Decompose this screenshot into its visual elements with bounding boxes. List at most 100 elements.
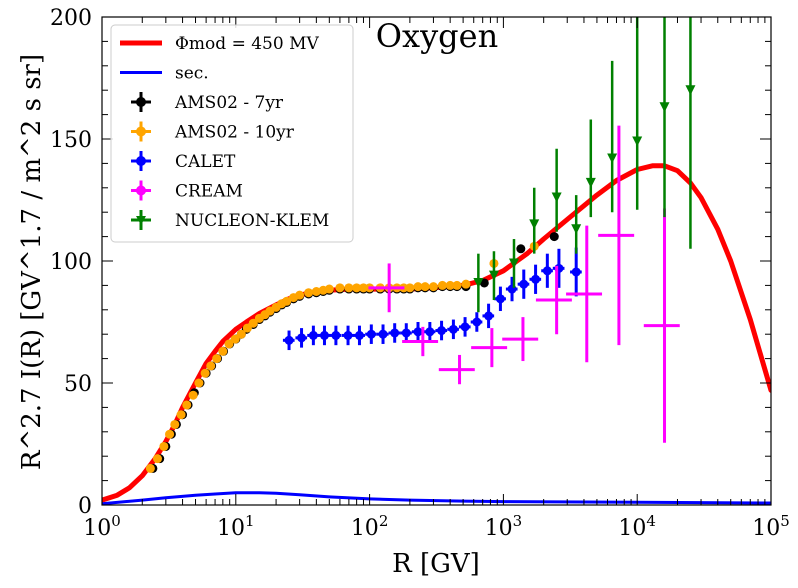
data-point-calet bbox=[376, 324, 389, 344]
data-point-cream bbox=[368, 263, 405, 313]
tick-labels: 100 101 102 103 104 105 0 50 100 150 200 bbox=[50, 6, 790, 541]
marker bbox=[176, 410, 186, 420]
data-point-calet bbox=[482, 303, 495, 329]
marker bbox=[324, 284, 334, 294]
marker bbox=[460, 322, 470, 332]
marker bbox=[297, 333, 307, 343]
data-point-cream bbox=[402, 326, 439, 357]
data-point-calet bbox=[458, 317, 471, 337]
marker bbox=[165, 429, 175, 439]
marker bbox=[366, 329, 376, 339]
marker bbox=[352, 283, 362, 293]
data-point-calet bbox=[400, 323, 412, 343]
y-tick-label: 50 bbox=[64, 372, 92, 397]
marker bbox=[354, 330, 364, 340]
marker bbox=[236, 329, 246, 339]
marker bbox=[218, 346, 228, 356]
marker bbox=[461, 279, 471, 289]
data-point-ams02-10yr bbox=[159, 441, 169, 451]
data-point-nucleon-klem bbox=[529, 187, 540, 254]
marker bbox=[616, 233, 621, 238]
y-tick-label: 100 bbox=[50, 250, 92, 275]
data-point-ams02-10yr bbox=[437, 280, 447, 290]
marker bbox=[542, 266, 552, 276]
marker bbox=[519, 279, 529, 289]
data-point-ams02-10yr bbox=[324, 284, 334, 294]
data-point-ams02-10yr bbox=[206, 361, 216, 371]
legend-item: CREAM bbox=[131, 180, 243, 202]
marker-triangle bbox=[685, 85, 696, 96]
data-point-ams02-10yr bbox=[282, 296, 292, 306]
data-point-ams02-10yr bbox=[413, 282, 423, 292]
data-point-nucleon-klem bbox=[585, 119, 596, 218]
marker bbox=[282, 296, 292, 306]
marker bbox=[390, 328, 400, 338]
legend-item: AMS02 - 7yr bbox=[131, 92, 284, 113]
marker bbox=[182, 400, 192, 410]
data-point-ams02-10yr bbox=[176, 410, 186, 420]
marker bbox=[437, 326, 447, 336]
data-point-ams02-10yr bbox=[165, 429, 175, 439]
marker-triangle bbox=[488, 270, 499, 281]
marker bbox=[319, 330, 329, 340]
marker bbox=[335, 283, 345, 293]
marker bbox=[224, 339, 234, 349]
data-point-ams02-10yr bbox=[420, 282, 430, 292]
x-tick-label: 105 bbox=[752, 512, 790, 541]
data-point-calet bbox=[447, 319, 459, 340]
x-tick-label: 102 bbox=[351, 512, 389, 541]
marker-triangle bbox=[659, 102, 670, 113]
chart-title: Oxygen bbox=[376, 17, 498, 55]
legend-swatch-marker bbox=[136, 216, 146, 225]
marker bbox=[304, 288, 314, 298]
data-point-cream bbox=[566, 225, 603, 363]
legend-item: CALET bbox=[131, 151, 236, 172]
marker bbox=[428, 282, 438, 292]
legend-swatch-marker bbox=[136, 126, 146, 137]
marker bbox=[484, 311, 494, 321]
marker bbox=[445, 280, 455, 290]
data-point-calet bbox=[365, 324, 377, 344]
legend-item: Φmod = 450 MV bbox=[120, 34, 319, 54]
marker bbox=[188, 390, 198, 400]
y-tick-label: 200 bbox=[50, 6, 92, 31]
marker-triangle bbox=[607, 153, 618, 164]
marker bbox=[311, 287, 321, 296]
marker-triangle bbox=[585, 177, 596, 188]
data-point-nucleon-klem bbox=[488, 251, 499, 301]
marker bbox=[200, 368, 210, 378]
marker bbox=[331, 330, 341, 340]
legend-item: sec. bbox=[120, 64, 209, 84]
marker-triangle bbox=[473, 277, 484, 288]
marker bbox=[549, 232, 559, 242]
marker bbox=[495, 294, 505, 304]
data-point-ams02-10yr bbox=[318, 285, 328, 295]
data-point-ams02-10yr bbox=[188, 390, 198, 400]
data-point-ams02-10yr bbox=[212, 354, 222, 364]
data-point-ams02-10yr bbox=[170, 419, 180, 429]
data-point-calet bbox=[494, 286, 506, 312]
data-point-nucleon-klem bbox=[659, 17, 670, 218]
marker bbox=[212, 354, 222, 364]
x-tick-label: 103 bbox=[485, 512, 523, 541]
data-point-ams02-10yr bbox=[344, 283, 354, 293]
legend-label: sec. bbox=[175, 64, 209, 84]
legend-swatch-marker bbox=[136, 97, 146, 107]
legend-label: CALET bbox=[175, 152, 236, 172]
marker bbox=[448, 324, 458, 334]
data-point-ams02-10yr bbox=[200, 368, 210, 378]
data-point-ams02-10yr bbox=[194, 378, 204, 388]
series-layer bbox=[102, 17, 771, 505]
marker-triangle bbox=[508, 258, 519, 269]
marker bbox=[343, 330, 353, 340]
marker bbox=[308, 330, 318, 340]
legend-item: NUCLEON-KLEM bbox=[131, 210, 329, 231]
marker bbox=[405, 283, 415, 293]
data-point-calet bbox=[541, 253, 553, 288]
marker bbox=[437, 280, 447, 290]
data-point-calet bbox=[282, 330, 295, 351]
marker bbox=[295, 290, 305, 300]
marker bbox=[452, 280, 462, 290]
y-axis-title: R^2.7 I(R) [GV^1.7 / m^2 s sr] bbox=[17, 54, 47, 470]
marker bbox=[230, 334, 240, 344]
